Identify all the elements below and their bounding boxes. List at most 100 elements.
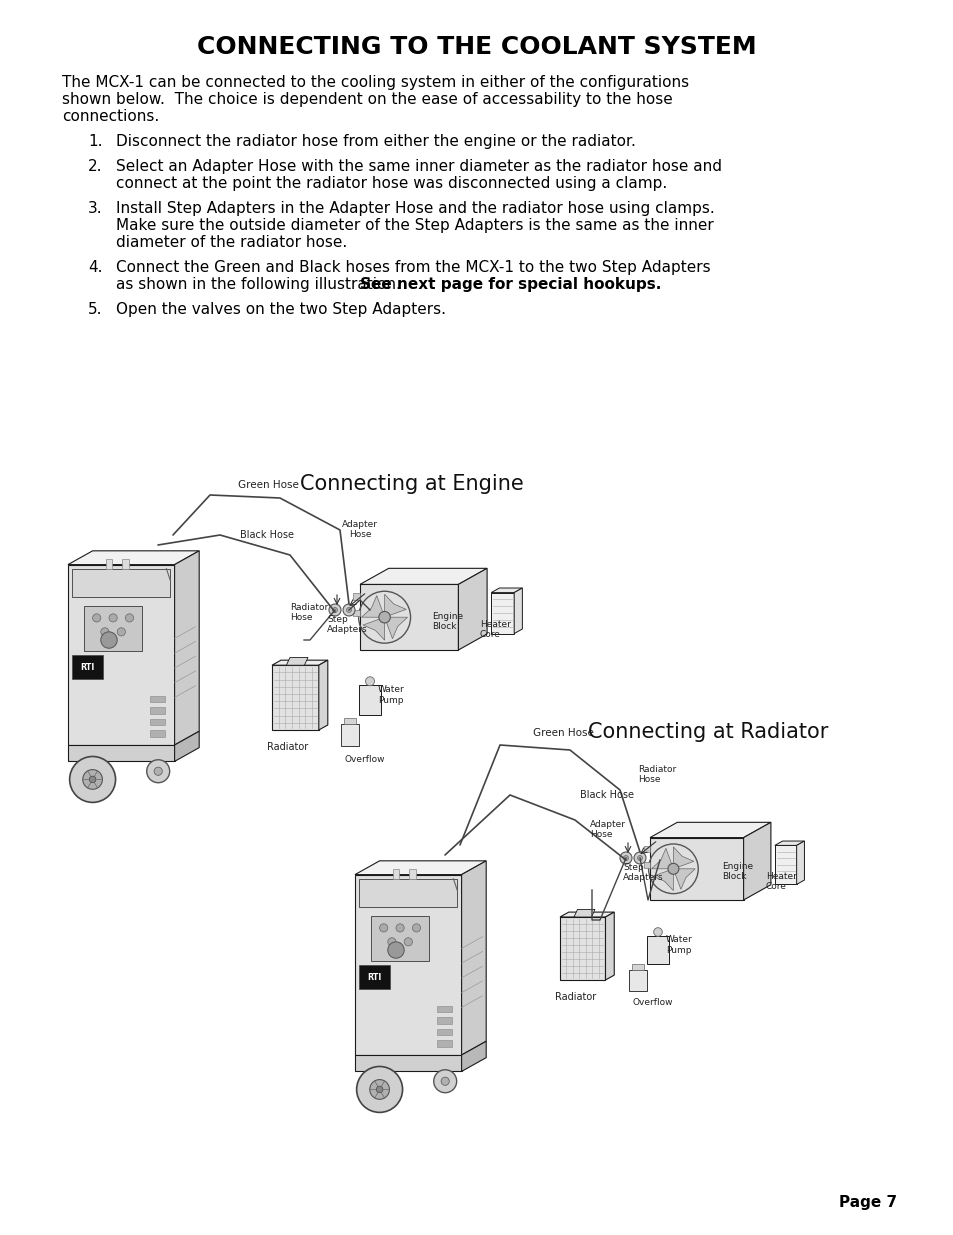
- Circle shape: [109, 614, 117, 622]
- Text: Green Hose: Green Hose: [533, 727, 594, 739]
- Text: connections.: connections.: [62, 109, 159, 124]
- Text: Make sure the outside diameter of the Step Adapters is the same as the inner: Make sure the outside diameter of the St…: [116, 219, 713, 233]
- Polygon shape: [384, 594, 406, 618]
- Text: 3.: 3.: [88, 201, 103, 216]
- Text: shown below.  The choice is dependent on the ease of accessability to the hose: shown below. The choice is dependent on …: [62, 91, 672, 107]
- Circle shape: [637, 856, 641, 861]
- Text: Adapter
Hose: Adapter Hose: [341, 520, 377, 540]
- Circle shape: [147, 760, 170, 783]
- Circle shape: [356, 1067, 402, 1113]
- Polygon shape: [673, 868, 695, 889]
- Text: connect at the point the radiator hose was disconnected using a clamp.: connect at the point the radiator hose w…: [116, 177, 666, 191]
- Circle shape: [619, 852, 631, 864]
- Text: RTI: RTI: [80, 663, 94, 672]
- Text: Open the valves on the two Step Adapters.: Open the valves on the two Step Adapters…: [116, 303, 446, 317]
- Text: Water
Pump: Water Pump: [665, 935, 692, 955]
- Text: Adapter
Hose: Adapter Hose: [589, 820, 625, 840]
- Polygon shape: [358, 878, 457, 908]
- Text: 4.: 4.: [88, 261, 102, 275]
- Text: 1.: 1.: [88, 135, 102, 149]
- Text: Radiator
Hose: Radiator Hose: [638, 764, 676, 784]
- Circle shape: [101, 627, 109, 636]
- Polygon shape: [436, 1018, 452, 1024]
- Text: Connecting at Radiator: Connecting at Radiator: [587, 722, 827, 742]
- Polygon shape: [318, 661, 328, 730]
- Polygon shape: [150, 695, 165, 703]
- Circle shape: [346, 608, 351, 613]
- Polygon shape: [359, 584, 458, 650]
- Text: Heater
Core: Heater Core: [765, 872, 796, 892]
- Text: 2.: 2.: [88, 159, 102, 174]
- Polygon shape: [358, 965, 390, 989]
- Polygon shape: [371, 915, 428, 961]
- Circle shape: [343, 604, 355, 616]
- Polygon shape: [384, 618, 407, 638]
- Circle shape: [387, 937, 395, 946]
- Text: Overflow: Overflow: [345, 755, 385, 764]
- Circle shape: [70, 757, 115, 803]
- Circle shape: [404, 937, 412, 946]
- Text: RTI: RTI: [367, 973, 381, 982]
- Polygon shape: [84, 605, 142, 651]
- Polygon shape: [649, 823, 770, 837]
- Text: Overflow: Overflow: [633, 998, 673, 1007]
- Polygon shape: [574, 909, 595, 918]
- Text: Select an Adapter Hose with the same inner diameter as the radiator hose and: Select an Adapter Hose with the same inn…: [116, 159, 721, 174]
- Polygon shape: [68, 745, 174, 762]
- Polygon shape: [68, 551, 199, 564]
- Polygon shape: [629, 969, 646, 990]
- Polygon shape: [643, 862, 649, 868]
- Polygon shape: [491, 593, 514, 634]
- Polygon shape: [559, 913, 614, 918]
- Polygon shape: [643, 846, 649, 852]
- Text: Radiator: Radiator: [267, 742, 308, 752]
- Text: Radiator: Radiator: [555, 992, 596, 1002]
- Circle shape: [667, 863, 679, 874]
- Text: Disconnect the radiator hose from either the engine or the radiator.: Disconnect the radiator hose from either…: [116, 135, 636, 149]
- Text: See next page for special hookups.: See next page for special hookups.: [359, 277, 660, 291]
- Polygon shape: [409, 869, 416, 878]
- Text: Step
Adapters: Step Adapters: [622, 863, 663, 882]
- Text: Black Hose: Black Hose: [579, 790, 634, 800]
- Circle shape: [378, 611, 390, 622]
- Polygon shape: [106, 559, 112, 568]
- Polygon shape: [272, 661, 328, 666]
- Circle shape: [117, 627, 125, 636]
- Circle shape: [440, 1077, 449, 1086]
- Circle shape: [365, 677, 375, 685]
- Circle shape: [375, 1086, 382, 1093]
- Polygon shape: [796, 841, 803, 884]
- Polygon shape: [673, 847, 693, 868]
- Polygon shape: [344, 719, 355, 724]
- Polygon shape: [742, 823, 770, 900]
- Circle shape: [125, 614, 133, 622]
- Circle shape: [412, 924, 420, 932]
- Polygon shape: [340, 724, 358, 746]
- Circle shape: [623, 856, 628, 861]
- Text: Step
Adapters: Step Adapters: [327, 615, 367, 635]
- Text: The MCX-1 can be connected to the cooling system in either of the configurations: The MCX-1 can be connected to the coolin…: [62, 75, 688, 90]
- Text: Connecting at Engine: Connecting at Engine: [299, 474, 523, 494]
- Polygon shape: [436, 1040, 452, 1047]
- Polygon shape: [458, 568, 487, 650]
- Circle shape: [379, 924, 387, 932]
- Polygon shape: [355, 1055, 461, 1072]
- Circle shape: [370, 1079, 389, 1099]
- Circle shape: [92, 614, 101, 622]
- Polygon shape: [461, 861, 486, 1055]
- Polygon shape: [436, 1029, 452, 1035]
- Text: Engine
Block: Engine Block: [432, 613, 462, 631]
- Polygon shape: [150, 708, 165, 714]
- Text: Engine
Block: Engine Block: [721, 862, 752, 882]
- Polygon shape: [361, 595, 384, 618]
- Polygon shape: [491, 588, 522, 593]
- Polygon shape: [774, 846, 796, 884]
- Text: Install Step Adapters in the Adapter Hose and the radiator hose using clamps.: Install Step Adapters in the Adapter Hos…: [116, 201, 714, 216]
- Polygon shape: [652, 868, 673, 890]
- Circle shape: [154, 767, 162, 776]
- Text: Heater
Core: Heater Core: [479, 620, 511, 640]
- Polygon shape: [150, 719, 165, 725]
- Polygon shape: [649, 837, 742, 900]
- Polygon shape: [632, 963, 643, 969]
- Polygon shape: [359, 568, 487, 584]
